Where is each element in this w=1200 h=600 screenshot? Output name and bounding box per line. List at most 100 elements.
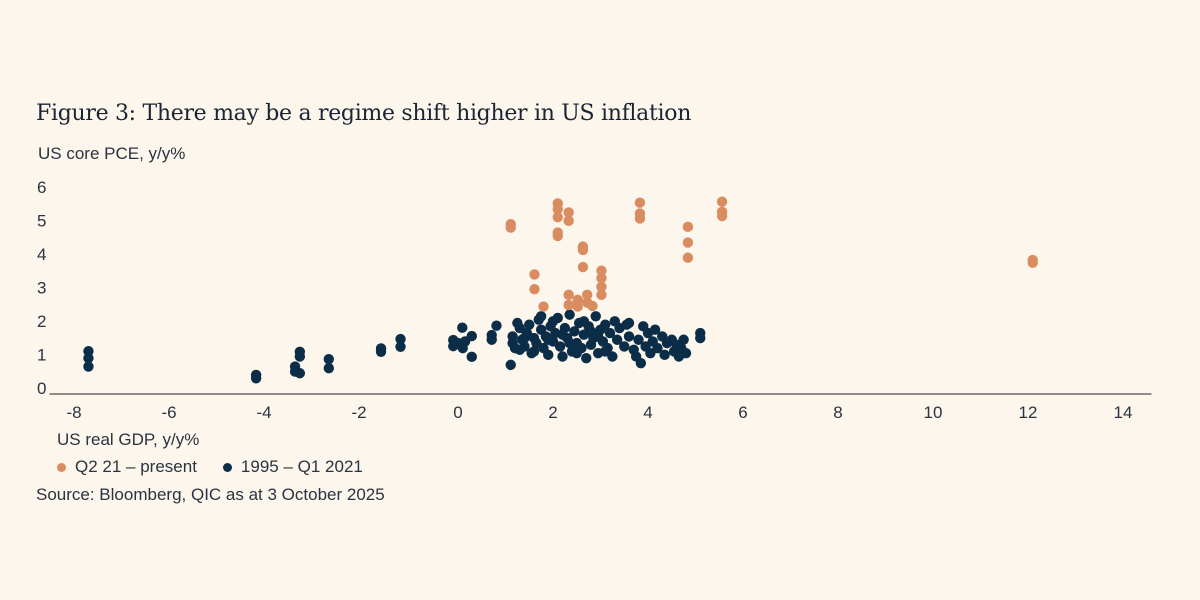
point-recent (552, 230, 563, 242)
point-recent (582, 289, 593, 301)
point-recent (563, 299, 574, 311)
point-recent (577, 244, 589, 256)
x-tick-label: 0 (453, 403, 462, 422)
point-historical (323, 353, 334, 365)
point-historical (395, 333, 406, 345)
legend-label-historical: 1995 – Q1 2021 (240, 457, 363, 476)
x-tick-label: 10 (924, 403, 943, 422)
point-recent (505, 218, 516, 230)
point-recent (1027, 257, 1038, 268)
point-recent (538, 301, 549, 312)
point-historical (695, 332, 706, 344)
point-historical (83, 361, 94, 372)
x-tick-label: -8 (66, 403, 81, 422)
point-recent (682, 221, 694, 233)
x-tick-label: 12 (1019, 403, 1038, 422)
point-historical (590, 311, 601, 322)
x-tick-label: -4 (256, 403, 271, 422)
point-historical (623, 331, 635, 342)
legend: Q2 21 – present 1995 – Q1 2021 (57, 457, 363, 477)
point-historical (649, 324, 661, 335)
point-historical (564, 337, 575, 349)
point-historical (543, 334, 554, 345)
y-axis-label: US core PCE, y/y% (38, 144, 186, 163)
point-recent (596, 272, 607, 284)
point-recent (552, 203, 563, 215)
point-historical (547, 316, 559, 327)
point-historical (557, 351, 568, 362)
x-tick-label: 6 (738, 403, 747, 422)
point-historical (83, 352, 94, 364)
point-historical (528, 346, 540, 357)
point-historical (659, 349, 670, 361)
point-historical (294, 368, 306, 379)
point-historical (375, 346, 387, 358)
point-historical (600, 346, 611, 357)
x-tick-label: -6 (161, 403, 176, 422)
point-historical (592, 331, 604, 342)
point-historical (505, 359, 516, 371)
legend-label-recent: Q2 21 – present (75, 457, 197, 476)
point-historical (543, 349, 554, 361)
x-tick-label: 2 (548, 403, 557, 422)
source-note: Source: Bloomberg, QIC as at 3 October 2… (36, 485, 385, 504)
y-tick-label: 2 (37, 312, 46, 331)
y-tick-label: 0 (37, 379, 46, 398)
point-historical (623, 317, 635, 329)
y-tick-label: 4 (37, 245, 46, 264)
point-recent (716, 196, 728, 207)
point-historical (459, 336, 471, 347)
point-recent (716, 210, 728, 222)
point-historical (633, 334, 644, 345)
point-historical (250, 373, 262, 384)
point-historical (466, 351, 477, 363)
point-recent (682, 237, 694, 248)
point-historical (457, 322, 468, 333)
x-tick-label: 8 (833, 403, 842, 422)
point-recent (682, 252, 694, 263)
point-historical (564, 309, 575, 320)
point-historical (395, 341, 406, 352)
point-recent (634, 197, 646, 208)
point-historical (600, 319, 611, 330)
point-recent (563, 207, 574, 218)
point-recent (577, 261, 589, 273)
point-historical (524, 319, 535, 330)
point-historical (578, 316, 590, 327)
point-recent (572, 301, 583, 312)
x-tick-label: 14 (1114, 403, 1133, 422)
point-recent (563, 215, 574, 227)
point-historical (514, 344, 525, 355)
y-tick-label: 6 (37, 178, 46, 197)
y-tick-label: 1 (37, 346, 46, 365)
point-recent (587, 300, 598, 312)
point-historical (581, 352, 592, 364)
point-historical (491, 320, 502, 331)
x-axis-label: US real GDP, y/y% (57, 430, 200, 449)
point-recent (529, 283, 540, 295)
point-recent (596, 265, 607, 276)
point-historical (604, 327, 616, 339)
point-recent (552, 211, 563, 223)
point-historical (535, 311, 547, 322)
point-historical (323, 363, 334, 374)
point-historical (571, 347, 582, 359)
point-historical (635, 358, 647, 369)
point-recent (529, 269, 540, 280)
point-recent (596, 289, 607, 301)
legend-marker-historical (222, 462, 232, 472)
point-historical (557, 329, 568, 340)
point-historical (680, 347, 692, 359)
legend-marker-recent (57, 462, 66, 472)
y-tick-label: 3 (37, 279, 46, 298)
chart-title: Figure 3: There may be a regime shift hi… (36, 101, 692, 126)
point-historical (519, 332, 530, 344)
point-historical (554, 341, 566, 352)
x-tick-label: 4 (643, 403, 652, 422)
y-tick-label: 5 (37, 212, 46, 231)
point-historical (294, 351, 306, 362)
point-historical (486, 334, 497, 345)
legend-item-historical: 1995 – Q1 2021 (222, 457, 363, 477)
legend-item-recent: Q2 21 – present (57, 457, 197, 477)
